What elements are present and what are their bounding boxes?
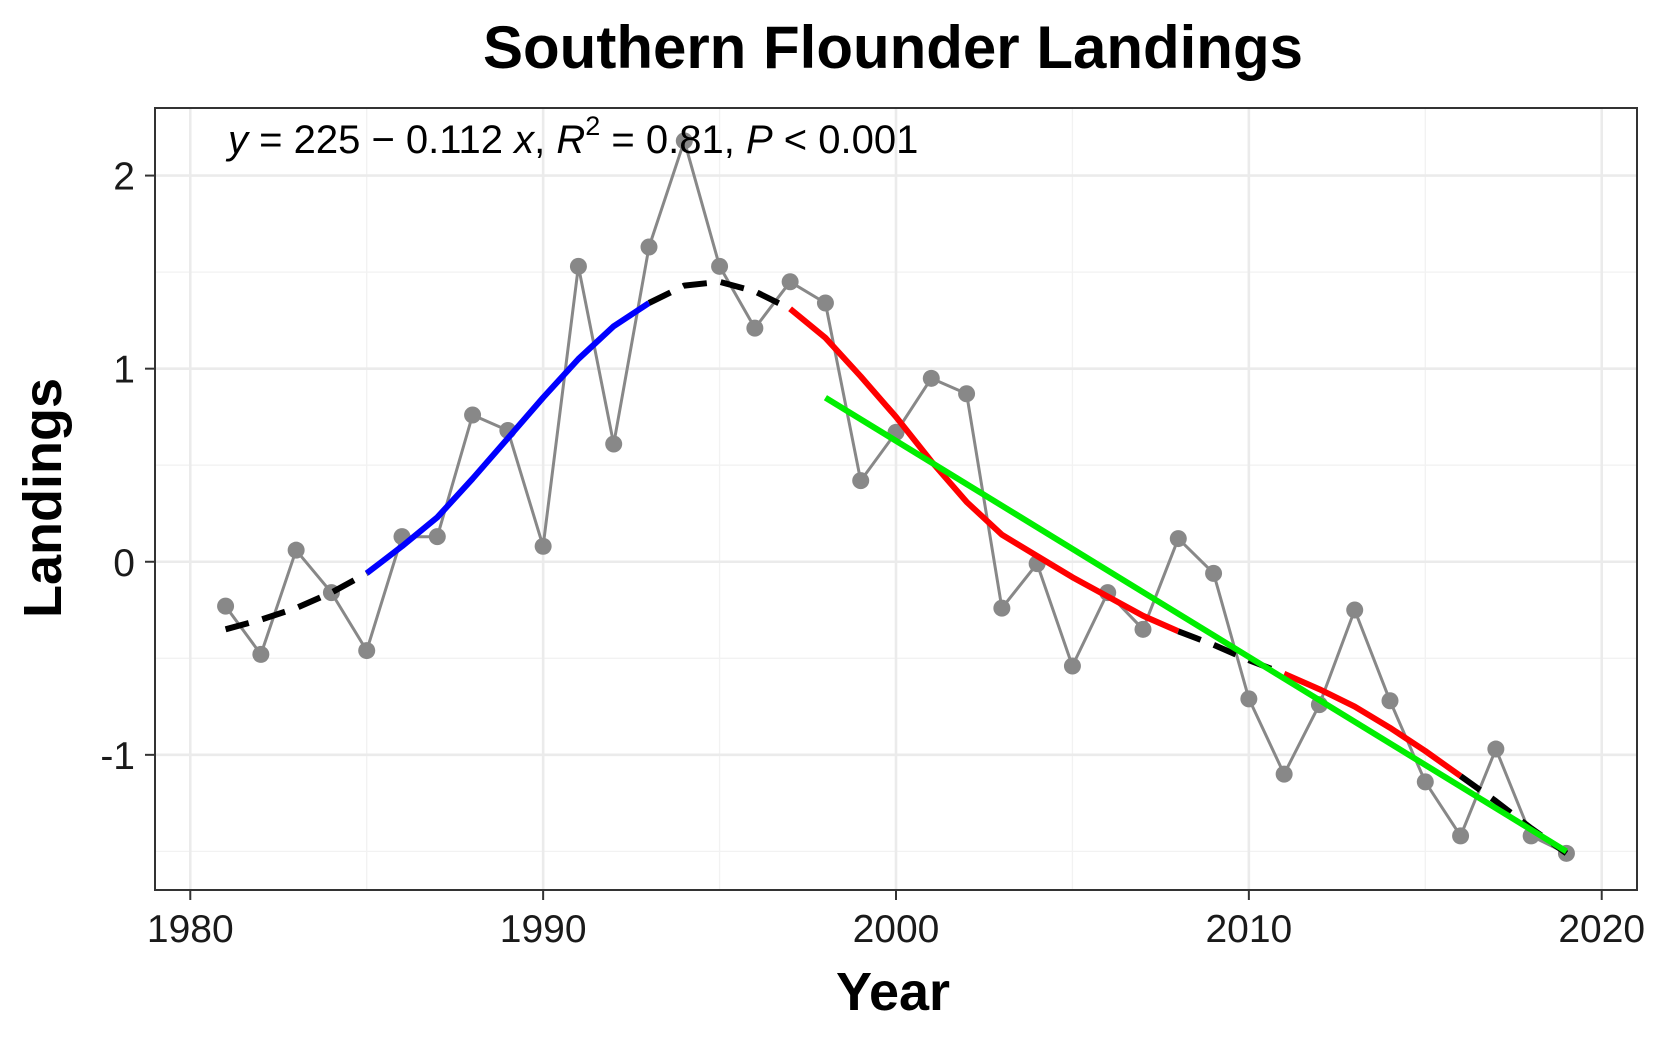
x-axis-title: Year <box>836 962 950 1022</box>
observed-point <box>1416 773 1434 791</box>
observed-point <box>922 369 940 387</box>
x-tick-label: 2000 <box>853 908 940 951</box>
y-tick-label: 2 <box>113 156 135 199</box>
observed-point <box>464 406 482 424</box>
observed-point <box>640 238 658 256</box>
observed-series <box>217 132 1575 862</box>
observed-point <box>675 132 693 150</box>
x-tick-label: 2020 <box>1558 908 1645 951</box>
observed-point <box>1240 690 1258 708</box>
observed-point <box>1275 765 1293 783</box>
trend-segment-no-trend <box>1458 773 1569 856</box>
observed-point <box>358 642 376 660</box>
observed-point <box>852 472 870 490</box>
y-axis-ticks: -1 0 1 2 <box>100 156 155 778</box>
observed-point <box>1205 564 1223 582</box>
annotation-r-value: = 0.81, <box>600 118 746 162</box>
observed-point <box>428 528 446 546</box>
x-tick-label: 1990 <box>500 908 587 951</box>
annotation-p-var: P <box>746 118 773 162</box>
observed-point <box>816 294 834 312</box>
smooth-series <box>224 278 1569 856</box>
observed-point <box>1134 620 1152 638</box>
trend-segment-decreasing <box>788 306 1180 635</box>
annotation-r-var: R <box>556 118 585 162</box>
linear-fit-line <box>823 395 1568 854</box>
linear-fit-series <box>823 395 1568 854</box>
regression-annotation: y = 225 − 0.112 x, R2 = 0.81, P < 0.001 <box>225 111 918 162</box>
annotation-y-var: y <box>225 118 251 162</box>
major-gridlines <box>155 108 1637 890</box>
annotation-x-var: x <box>512 118 536 162</box>
y-tick-label: -1 <box>100 735 135 778</box>
y-axis-title: Landings <box>13 378 73 618</box>
annotation-r-exponent: 2 <box>585 111 600 141</box>
annotation-equation: = 225 − 0.112 <box>248 118 514 162</box>
observed-point <box>1169 530 1187 548</box>
observed-point <box>1487 740 1505 758</box>
trend-segment-no-trend <box>224 570 369 633</box>
observed-point <box>1452 827 1470 845</box>
y-tick-label: 0 <box>113 542 135 585</box>
observed-point <box>746 319 764 337</box>
x-axis-ticks: 1980 1990 2000 2010 2020 <box>147 890 1645 951</box>
trend-segment-increasing <box>364 300 651 576</box>
observed-point <box>993 599 1011 617</box>
annotation-sep: , <box>534 118 556 162</box>
x-tick-label: 1980 <box>147 908 234 951</box>
y-tick-label: 1 <box>113 349 135 392</box>
observed-point <box>1346 601 1364 619</box>
observed-point <box>958 385 976 403</box>
observed-point <box>569 257 587 275</box>
observed-point <box>217 597 235 615</box>
trend-segment-no-trend <box>647 278 792 312</box>
annotation-p-value: < 0.001 <box>773 118 919 162</box>
observed-point <box>534 537 552 555</box>
x-tick-label: 2010 <box>1205 908 1292 951</box>
observed-point <box>252 645 270 663</box>
chart-title: Southern Flounder Landings <box>483 14 1303 81</box>
observed-point <box>711 257 729 275</box>
observed-point <box>781 273 799 291</box>
observed-point <box>605 435 623 453</box>
observed-point <box>287 541 305 559</box>
trend-segment-decreasing <box>1282 670 1463 779</box>
observed-point <box>1381 692 1399 710</box>
observed-point <box>1063 657 1081 675</box>
